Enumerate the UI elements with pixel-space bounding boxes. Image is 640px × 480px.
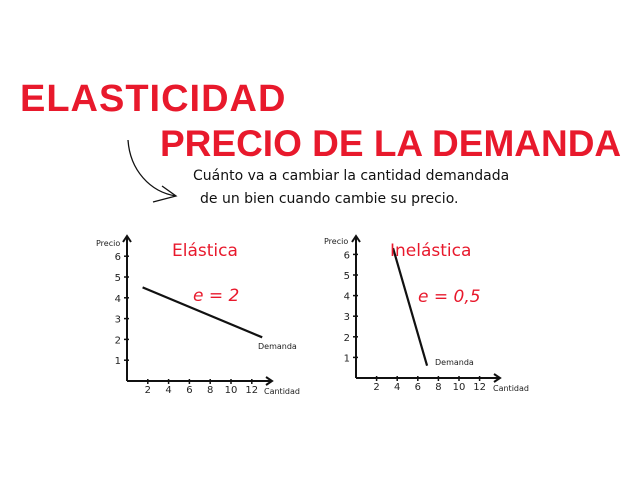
demand-line	[392, 247, 429, 366]
demand-line	[142, 286, 263, 339]
x-tick-label: 4	[394, 382, 400, 393]
x-axis-label: Cantidad	[264, 387, 300, 396]
chart-title: Inelástica	[390, 241, 471, 261]
y-axis-label: Precio	[324, 237, 348, 246]
subtitle-line-2: de un bien cuando cambie su precio.	[200, 191, 459, 207]
x-tick-label: 10	[453, 382, 466, 393]
subtitle-line-1: Cuánto va a cambiar la cantidad demandad…	[193, 168, 510, 184]
y-axis-arrow-icon	[122, 234, 132, 243]
y-tick-label: 3	[115, 315, 121, 326]
x-tick-label: 12	[473, 382, 486, 393]
y-tick-label: 3	[344, 312, 350, 323]
x-tick-label: 10	[225, 385, 238, 396]
y-axis-arrow-icon	[351, 234, 361, 243]
x-tick-label: 2	[145, 385, 151, 396]
x-axis-arrow-icon	[265, 376, 274, 386]
title-elasticidad: ELASTICIDAD	[20, 78, 287, 120]
x-tick-label: 8	[207, 385, 213, 396]
curved-arrow-icon	[127, 139, 178, 203]
y-tick-label: 4	[115, 294, 121, 305]
y-tick-label: 2	[115, 335, 121, 346]
title-precio-demanda: PRECIO DE LA DEMANDA	[160, 123, 622, 164]
elasticity-label: e = 0,5	[418, 287, 481, 307]
x-tick-label: 12	[245, 385, 258, 396]
y-tick-label: 5	[115, 273, 121, 284]
chart-title: Elástica	[172, 241, 238, 261]
y-tick-label: 5	[344, 271, 350, 282]
x-tick-label: 8	[435, 382, 441, 393]
y-tick-label: 6	[115, 252, 121, 263]
y-tick-label: 2	[344, 333, 350, 344]
x-tick-label: 2	[373, 382, 379, 393]
x-axis-label: Cantidad	[493, 384, 529, 393]
y-tick-label: 1	[115, 356, 121, 367]
y-tick-label: 1	[344, 353, 350, 364]
x-tick-label: 6	[415, 382, 421, 393]
x-tick-label: 6	[186, 385, 192, 396]
elasticity-label: e = 2	[193, 286, 239, 306]
series-label: Demanda	[435, 358, 474, 367]
y-tick-label: 6	[344, 250, 350, 261]
x-axis-arrow-icon	[493, 373, 502, 383]
y-tick-label: 4	[344, 292, 350, 303]
y-axis-label: Precio	[96, 239, 120, 248]
x-tick-label: 4	[165, 385, 171, 396]
series-label: Demanda	[258, 342, 297, 351]
